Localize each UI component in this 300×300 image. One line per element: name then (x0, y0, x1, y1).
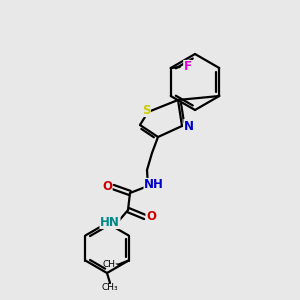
Text: HN: HN (100, 215, 120, 229)
Text: O: O (146, 209, 156, 223)
Text: CH₃: CH₃ (102, 283, 118, 292)
Text: F: F (184, 61, 192, 74)
Text: N: N (184, 119, 194, 133)
Text: CH₃: CH₃ (102, 260, 119, 269)
Text: O: O (102, 179, 112, 193)
Text: NH: NH (144, 178, 164, 191)
Text: S: S (142, 103, 150, 116)
